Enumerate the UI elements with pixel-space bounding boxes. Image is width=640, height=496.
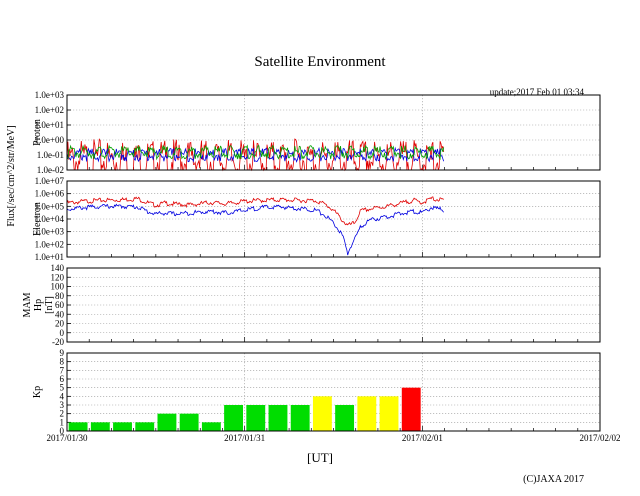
kp-bar	[135, 422, 155, 431]
mam-ytick-label: 0	[60, 328, 65, 338]
mam-ytick-label: 80	[55, 291, 65, 301]
mam-ytick-label: -20	[52, 337, 64, 347]
kp-ylabel: Kp	[32, 386, 43, 398]
mam-frame	[66, 267, 601, 343]
copyright: (C)JAXA 2017	[523, 474, 584, 485]
mam-ylabel: MAM	[22, 292, 33, 317]
chart-panels: 1.0e+03 1.0e+02 1.0e+01 1.0e+00 1.0e-01 1.0e-…	[22, 90, 621, 443]
proton-panel: 1.0e+03 1.0e+02 1.0e+01 1.0e+00 1.0e-01 1.0e-…	[32, 90, 601, 175]
kp-ytick-label: 5	[60, 383, 65, 393]
kp-bar	[357, 396, 377, 431]
x-tick-label: 2017/02/01	[402, 433, 443, 443]
proton-frame	[66, 94, 601, 171]
electron-panel: 1.0e+07 1.0e+06 1.0e+05 1.0e+04 1.0e+03 1.0e+…	[32, 176, 601, 262]
mam-ytick-label: 120	[51, 272, 65, 282]
kp-ytick-label: 0	[60, 426, 65, 436]
electron-ytick-label: 1.0e+05	[35, 201, 65, 211]
update-timestamp: update;2017 Feb 01 03:34	[490, 87, 585, 97]
electron-ytick-label: 1.0e+04	[35, 214, 65, 224]
mam-ylabel: [nT]	[44, 296, 55, 314]
kp-ytick-label: 2	[60, 409, 65, 419]
kp-ytick-label: 8	[60, 357, 65, 367]
proton-ylabel: Proton	[32, 119, 43, 146]
kp-bar	[179, 413, 199, 431]
kp-bar	[335, 405, 355, 431]
electron-series-line	[66, 203, 445, 256]
kp-bar	[90, 422, 110, 431]
electron-ytick-label: 1.0e+02	[35, 239, 64, 249]
flux-axis-label: Flux[/sec/cm^2/str/MeV]	[6, 125, 17, 226]
kp-bar	[290, 405, 310, 431]
mam-ytick-label: 60	[55, 300, 65, 310]
electron-ytick-label: 1.0e+01	[35, 252, 64, 262]
x-axis-label: [UT]	[307, 450, 333, 465]
kp-bar	[246, 405, 266, 431]
kp-bar	[379, 396, 399, 431]
proton-ytick-label: 1.0e+03	[35, 90, 65, 100]
flux-axis-label-text: Flux[/sec/cm^2/str/MeV]	[6, 125, 17, 226]
mam-ytick-label: 40	[55, 309, 65, 319]
kp-bar	[224, 405, 244, 431]
mam-ylabel: Hp	[33, 299, 44, 311]
mam-ytick-label: 140	[51, 263, 65, 273]
electron-ytick-label: 1.0e+03	[35, 227, 65, 237]
electron-frame	[66, 180, 601, 258]
electron-series-line	[66, 196, 444, 226]
mam-ytick-label: 20	[55, 319, 65, 329]
kp-bar	[268, 405, 288, 431]
proton-series-line	[66, 144, 445, 161]
proton-ytick-label: 1.0e+00	[35, 135, 65, 145]
x-tick-label: 2017/01/31	[224, 433, 265, 443]
kp-ytick-label: 4	[60, 391, 65, 401]
proton-ytick-label: 1.0e+01	[35, 120, 64, 130]
kp-bar	[312, 396, 332, 431]
kp-ytick-label: 7	[60, 365, 65, 375]
x-tick-label: 2017/02/02	[579, 433, 620, 443]
kp-ytick-label: 9	[60, 348, 65, 358]
kp-ytick-label: 1	[60, 417, 65, 427]
proton-ytick-label: 1.0e-01	[37, 150, 64, 160]
kp-frame	[66, 352, 601, 432]
chart-title: Satellite Environment	[254, 54, 386, 70]
kp-bar	[157, 413, 177, 431]
x-tick-label: 2017/01/30	[46, 433, 88, 443]
kp-bar	[201, 422, 221, 431]
kp-bar	[401, 387, 421, 431]
kp-ytick-label: 6	[60, 374, 65, 384]
kp-bar	[113, 422, 132, 431]
kp-ytick-label: 3	[60, 400, 65, 410]
electron-ytick-label: 1.0e+06	[35, 189, 65, 199]
kp-bar	[68, 422, 88, 431]
proton-ytick-label: 1.0e-02	[37, 165, 64, 175]
mam-ytick-label: 100	[51, 282, 65, 292]
electron-ylabel: Electron	[32, 202, 43, 236]
proton-ytick-label: 1.0e+02	[35, 105, 64, 115]
electron-ytick-label: 1.0e+07	[35, 176, 65, 186]
